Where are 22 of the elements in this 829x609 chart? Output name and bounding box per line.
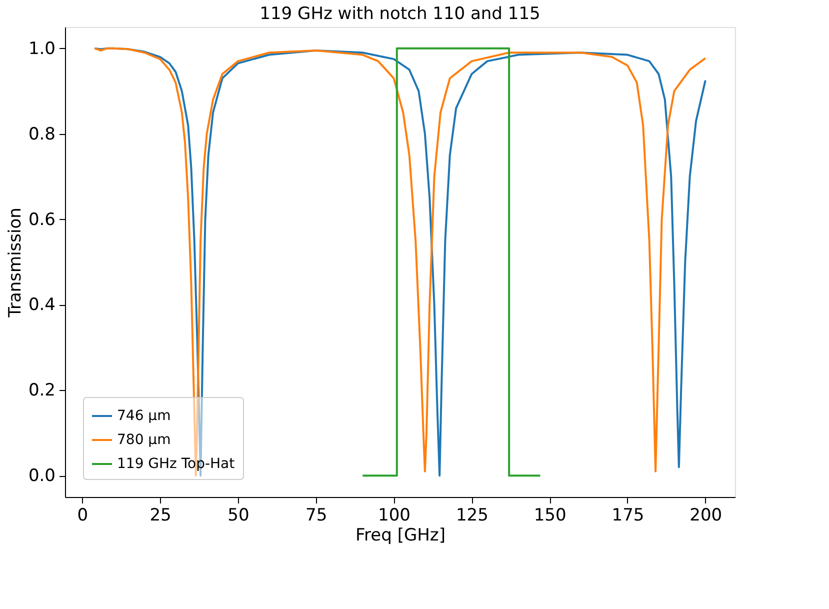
y-tick-label: 0.8 [28, 124, 56, 144]
x-tick-label: 100 [378, 506, 410, 526]
y-tick-label: 0.2 [28, 380, 56, 401]
x-tick-label: 75 [306, 506, 328, 526]
line-series [94, 47, 706, 477]
x-tick-label: 25 [150, 506, 172, 526]
x-tick-label: 200 [690, 506, 722, 526]
x-tick-label: 125 [456, 506, 488, 526]
x-tick-label: 175 [612, 506, 644, 526]
y-tick-label: 1.0 [28, 38, 56, 59]
x-tick-label: 50 [228, 506, 250, 526]
y-tick-label: 0.6 [28, 210, 56, 230]
x-tick-label: 0 [77, 506, 88, 526]
x-axis-title: Freq [GHz] [356, 526, 446, 546]
chart-title: 119 GHz with notch 110 and 115 [260, 4, 540, 24]
y-axis-title: Transmission [5, 208, 26, 318]
legend-label: 119 GHz Top-Hat [117, 456, 236, 472]
y-tick-label: 0.0 [28, 466, 56, 486]
legend-label: 780 μm [117, 432, 171, 448]
legend-label: 746 μm [117, 408, 171, 424]
y-tick-label: 0.4 [28, 295, 56, 316]
x-tick-label: 150 [534, 506, 566, 526]
